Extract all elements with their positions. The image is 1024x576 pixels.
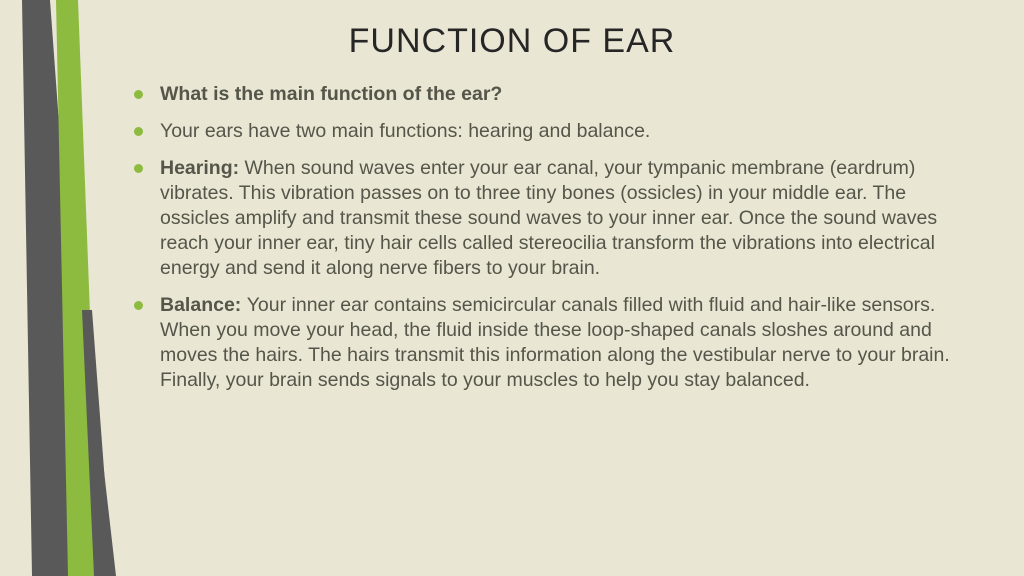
list-item: What is the main function of the ear?	[132, 82, 964, 107]
bullet-list: What is the main function of the ear? Yo…	[132, 82, 964, 392]
list-item: Hearing: When sound waves enter your ear…	[132, 156, 964, 281]
bullet-bold: Balance:	[160, 294, 247, 316]
bullet-text: Your ears have two main functions: heari…	[160, 120, 650, 142]
bullet-bold: Hearing:	[160, 157, 245, 179]
stripe-dark-inner	[82, 310, 112, 576]
slide: FUNCTION OF EAR What is the main functio…	[0, 0, 1024, 576]
stripe-dark	[22, 0, 116, 576]
stripe-gap	[50, 0, 108, 576]
slide-title: FUNCTION OF EAR	[0, 22, 1024, 61]
bullet-text: When sound waves enter your ear canal, y…	[160, 157, 937, 279]
stripe-green	[56, 0, 100, 576]
bullet-bold: What is the main function of the ear?	[160, 83, 502, 105]
bullet-text: Your inner ear contains semicircular can…	[160, 294, 950, 391]
list-item: Your ears have two main functions: heari…	[132, 119, 964, 144]
slide-body: What is the main function of the ear? Yo…	[132, 82, 964, 404]
list-item: Balance: Your inner ear contains semicir…	[132, 293, 964, 393]
